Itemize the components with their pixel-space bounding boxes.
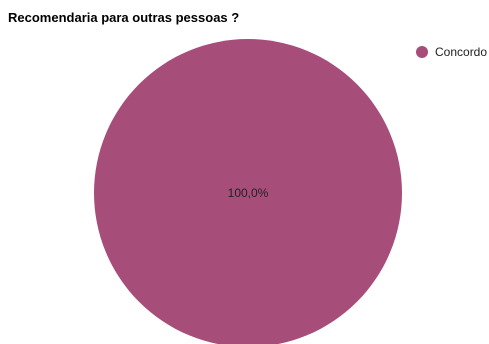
pie-slice-labels: 100,0% (228, 186, 269, 200)
pie-data-label-concordo: 100,0% (228, 186, 269, 200)
legend-label-concordo: Concordo (435, 45, 488, 59)
legend: Concordo (416, 45, 487, 59)
pie-slice-concordo (94, 39, 402, 344)
legend-swatch-concordo (416, 46, 428, 58)
pie-slices (94, 39, 402, 344)
chart-title: Recomendaria para outras pessoas ? (8, 10, 240, 25)
